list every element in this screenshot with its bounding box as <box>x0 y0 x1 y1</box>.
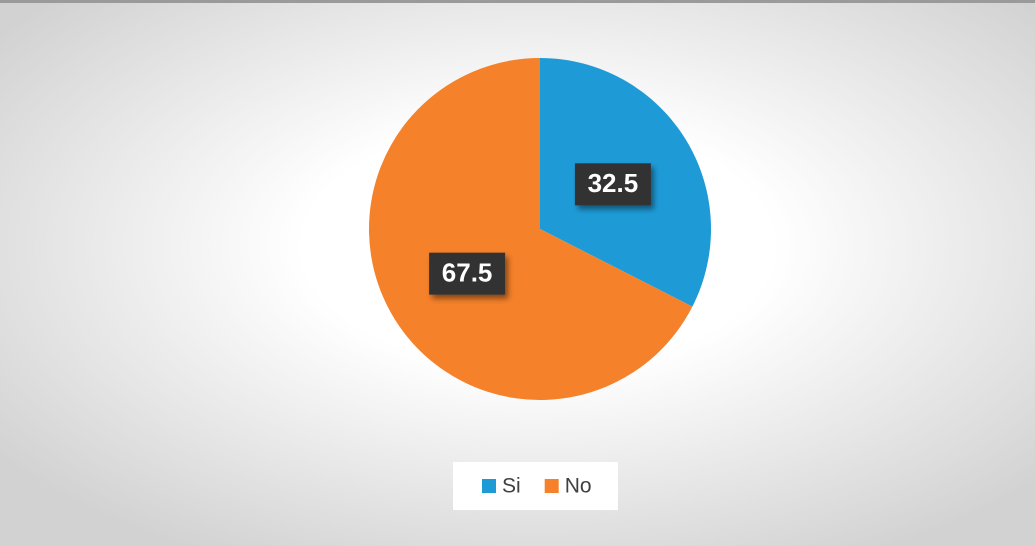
legend-label: No <box>565 475 592 498</box>
pie-slice <box>369 58 693 400</box>
data-labels: 32.5 67.5 <box>429 163 651 295</box>
legend-swatch <box>544 479 559 493</box>
data-label: 32.5 <box>588 168 639 198</box>
top-border <box>0 0 1035 3</box>
legend-label: Si <box>502 475 521 498</box>
legend-swatch <box>482 479 496 493</box>
pie <box>369 58 711 400</box>
data-label: 67.5 <box>442 258 493 288</box>
data-label-box <box>574 163 651 206</box>
data-label-box <box>429 252 506 295</box>
legend-box <box>453 462 618 510</box>
legend: Si No <box>482 475 592 498</box>
